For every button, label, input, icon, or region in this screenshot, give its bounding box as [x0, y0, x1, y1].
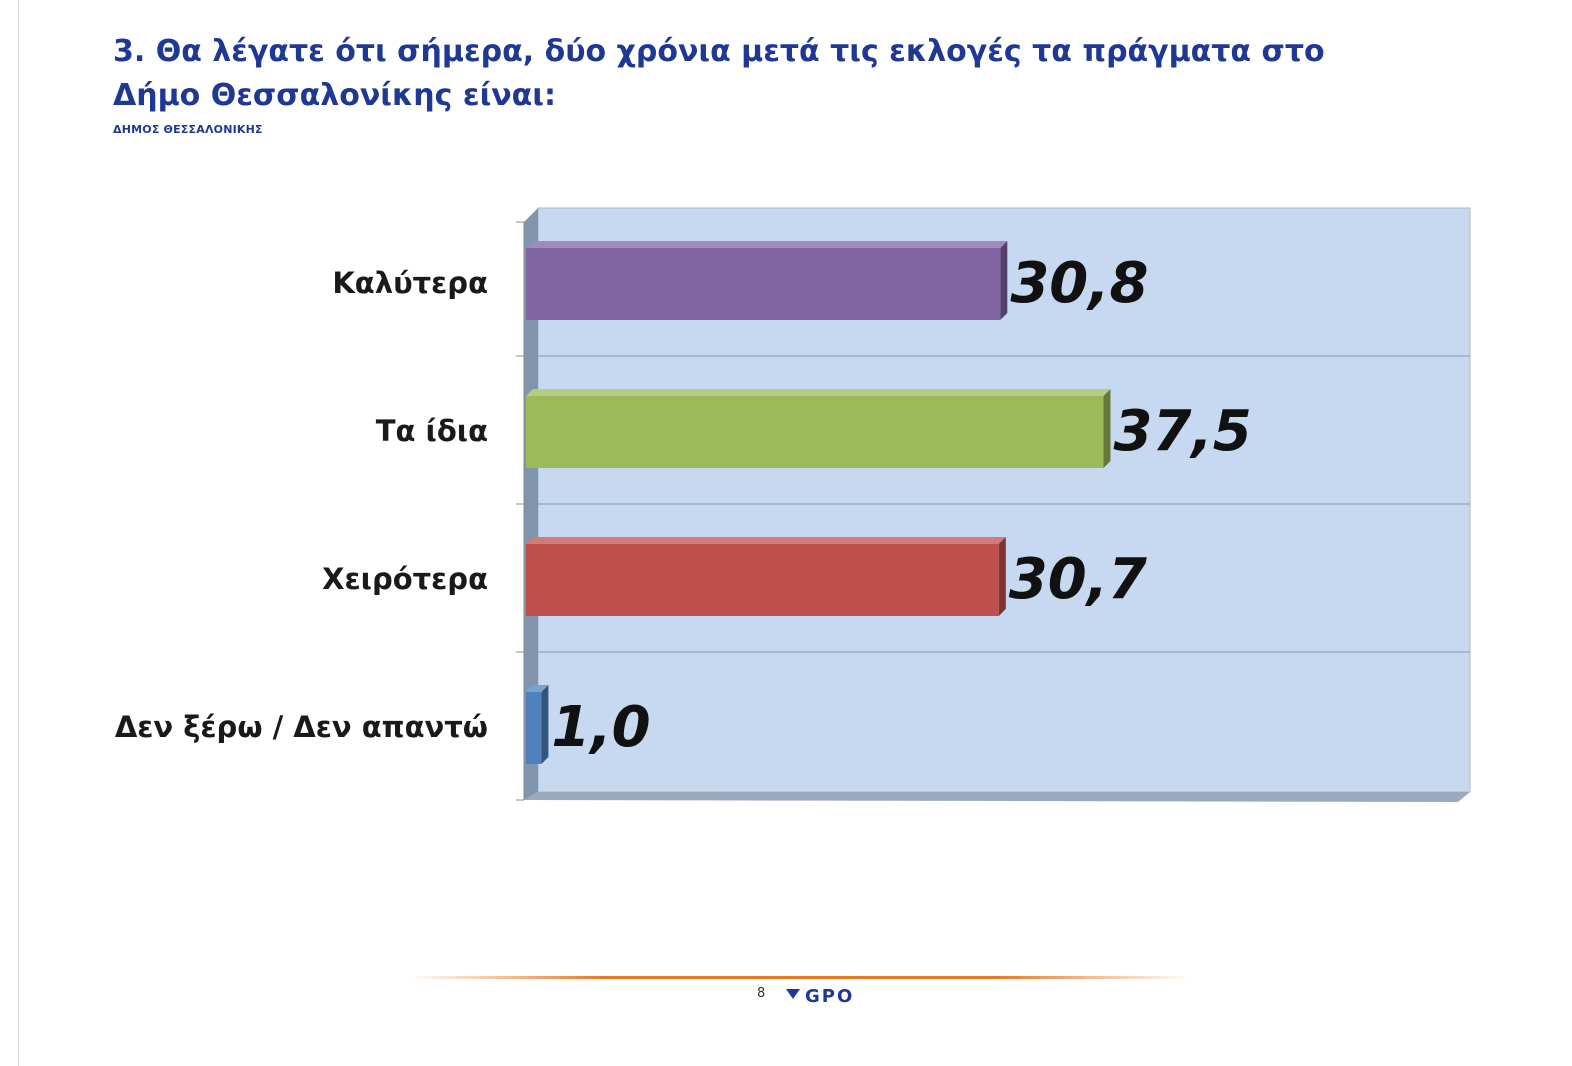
category-label: Δεν ξέρω / Δεν απαντώ [115, 710, 488, 744]
footer-divider [410, 976, 1190, 979]
bar-3 [526, 544, 999, 616]
bar-1 [526, 248, 1001, 320]
bar-2 [526, 396, 1104, 468]
category-label: Καλύτερα [332, 266, 488, 300]
logo-chevron-icon [786, 989, 800, 999]
bar-top-face [526, 537, 1006, 544]
chart-title: 3. Θα λέγατε ότι σήμερα, δύο χρόνια μετά… [113, 34, 1325, 113]
bar-side-face [1103, 389, 1111, 468]
value-label: 37,5 [1114, 399, 1252, 464]
bar-side-face [998, 537, 1006, 616]
plot-floor [524, 792, 1470, 802]
category-label: Τα ίδια [376, 414, 488, 448]
bar-top-face [526, 389, 1111, 396]
gpo-logo: GPO [786, 986, 854, 1005]
bar-4 [526, 692, 542, 764]
bar-top-face [526, 685, 549, 692]
value-label: 30,8 [1010, 251, 1148, 316]
page-number: 8 [757, 986, 766, 1001]
bar-side-face [1000, 241, 1008, 320]
page-edge [18, 0, 19, 1066]
bar-top-face [526, 241, 1008, 248]
value-label: 30,7 [1009, 547, 1147, 612]
chart-subtitle: ΔΗΜΟΣ ΘΕΣΣΑΛΟΝΙΚΗΣ [113, 123, 263, 136]
plot-side-wall [524, 208, 538, 800]
value-label: 1,0 [551, 695, 650, 760]
category-label: Χειρότερα [322, 562, 488, 596]
bar-side-face [541, 685, 549, 764]
logo-text: GPO [805, 986, 854, 1005]
